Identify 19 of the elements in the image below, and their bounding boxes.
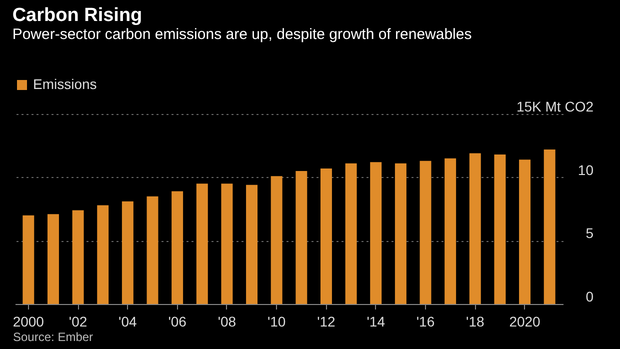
x-tick-label: '12 <box>317 314 336 330</box>
x-tick-label: '08 <box>218 314 236 330</box>
y-tick-label: 15K Mt CO2 <box>516 98 594 114</box>
y-tick-label: 5 <box>586 225 594 242</box>
x-tick-label: 2000 <box>12 314 44 330</box>
source-note: Source: Ember <box>13 330 94 344</box>
x-tick-label: '18 <box>466 314 484 330</box>
x-tick-label: '10 <box>267 314 286 330</box>
x-tick-label: '16 <box>416 314 435 330</box>
x-tick-label: '14 <box>366 314 386 330</box>
chart-subtitle: Power-sector carbon emissions are up, despite growth of renewables <box>12 26 472 43</box>
legend-label: Emissions <box>33 76 97 92</box>
x-tick-label: '04 <box>118 314 138 330</box>
chart-title: Carbon Rising <box>12 5 142 26</box>
x-tick-label: '02 <box>68 314 88 330</box>
y-tick-label: 10 <box>578 162 594 178</box>
y-tick-label: 0 <box>586 288 594 304</box>
x-tick-label: 2020 <box>509 314 541 330</box>
x-tick-label: '06 <box>168 314 187 330</box>
